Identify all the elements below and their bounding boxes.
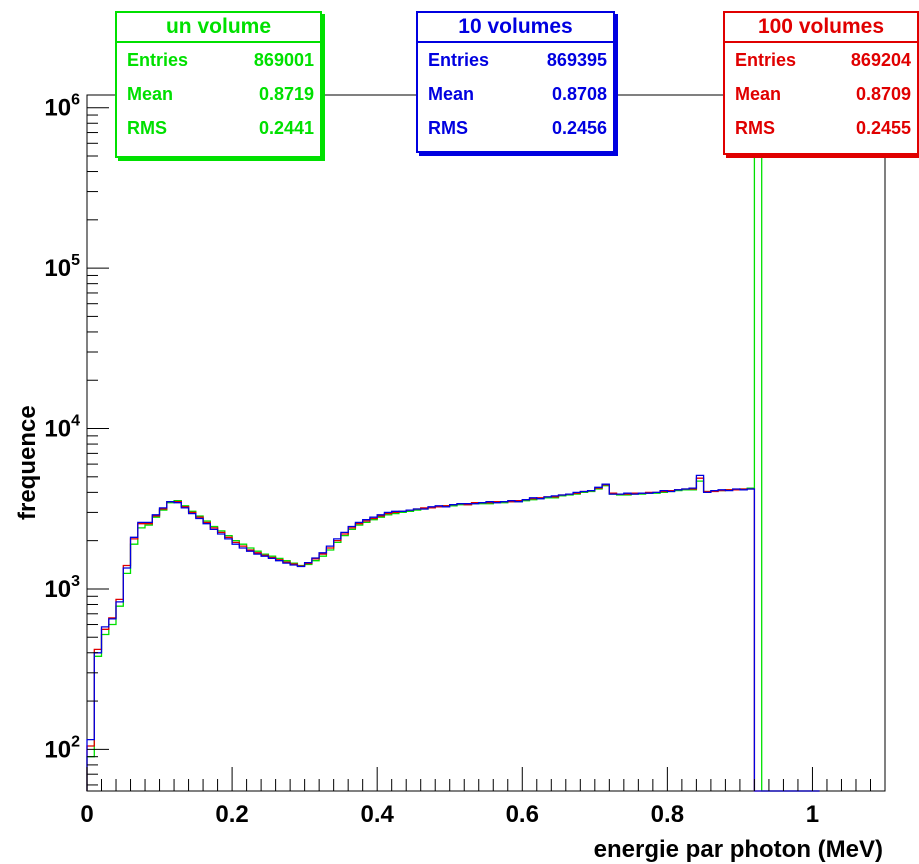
stats-mean-label: Mean: [127, 84, 174, 104]
plot-border: [86, 94, 886, 792]
x-tick-label: 0.8: [651, 801, 684, 828]
stats-row-mean: Mean 0.8709: [725, 77, 917, 111]
y-tick-label: 103: [44, 573, 80, 603]
x-tick-label: 0.2: [215, 801, 248, 828]
y-tick-label: 102: [44, 733, 80, 763]
x-tick-label: 0.6: [506, 801, 539, 828]
axis-layer: 0 0.2 0.4 0.6 0.8 1 102 103 104 105 106: [44, 92, 886, 828]
stats-box-100-volumes: 100 volumes Entries 869204 Mean 0.8709 RMS…: [723, 11, 919, 155]
stats-mean-label: Mean: [735, 84, 782, 104]
stats-row-rms: RMS 0.2455: [725, 111, 917, 145]
stats-entries-label: Entries: [127, 50, 189, 70]
stats-title: 10 volumes: [418, 13, 613, 43]
stats-box-un-volume: un volume Entries 869001 Mean 0.8719 RMS 0.…: [115, 11, 322, 158]
x-axis-label: energie par photon (MeV): [594, 836, 883, 863]
stats-mean-label: Mean: [428, 84, 475, 104]
stats-entries-value: 869204: [850, 50, 911, 70]
x-tick-label: 0.4: [360, 801, 394, 828]
histogram-series-1: [86, 477, 820, 792]
stats-entries-label: Entries: [735, 50, 797, 70]
stats-row-rms: RMS 0.2441: [117, 111, 320, 145]
stats-title: un volume: [117, 13, 320, 43]
stats-entries-value: 869395: [546, 50, 607, 70]
stats-rms-label: RMS: [127, 118, 167, 138]
stats-rms-value: 0.2441: [258, 118, 314, 138]
stats-box-10-volumes: 10 volumes Entries 869395 Mean 0.8708 RMS 0…: [416, 11, 615, 153]
stats-mean-value: 0.8708: [551, 84, 607, 104]
y-tick-label: 105: [44, 252, 80, 282]
stats-rms-label: RMS: [428, 118, 468, 138]
stats-row-mean: Mean 0.8719: [117, 77, 320, 111]
stats-entries-value: 869001: [253, 50, 314, 70]
stats-entries-label: Entries: [428, 50, 490, 70]
stats-row-entries: Entries 869395: [418, 43, 613, 77]
stats-row-rms: RMS 0.2456: [418, 111, 613, 145]
stats-rms-label: RMS: [735, 118, 775, 138]
x-tick-label: 0: [80, 801, 93, 828]
stats-rms-value: 0.2456: [551, 118, 607, 138]
stats-mean-value: 0.8719: [258, 84, 314, 104]
stats-title: 100 volumes: [725, 13, 917, 43]
series-layer: [86, 145, 820, 792]
stats-row-entries: Entries 869001: [117, 43, 320, 77]
y-tick-label: 106: [44, 92, 80, 122]
plot-frame: [86, 94, 886, 792]
stats-row-mean: Mean 0.8708: [418, 77, 613, 111]
stats-rms-value: 0.2455: [855, 118, 911, 138]
stats-mean-value: 0.8709: [855, 84, 911, 104]
histogram-series-0: [86, 145, 820, 792]
histogram-series-2: [86, 474, 820, 792]
stats-row-entries: Entries 869204: [725, 43, 917, 77]
x-tick-label: 1: [806, 801, 819, 828]
y-tick-label: 104: [44, 413, 80, 443]
y-axis-label: frequence: [14, 405, 41, 520]
